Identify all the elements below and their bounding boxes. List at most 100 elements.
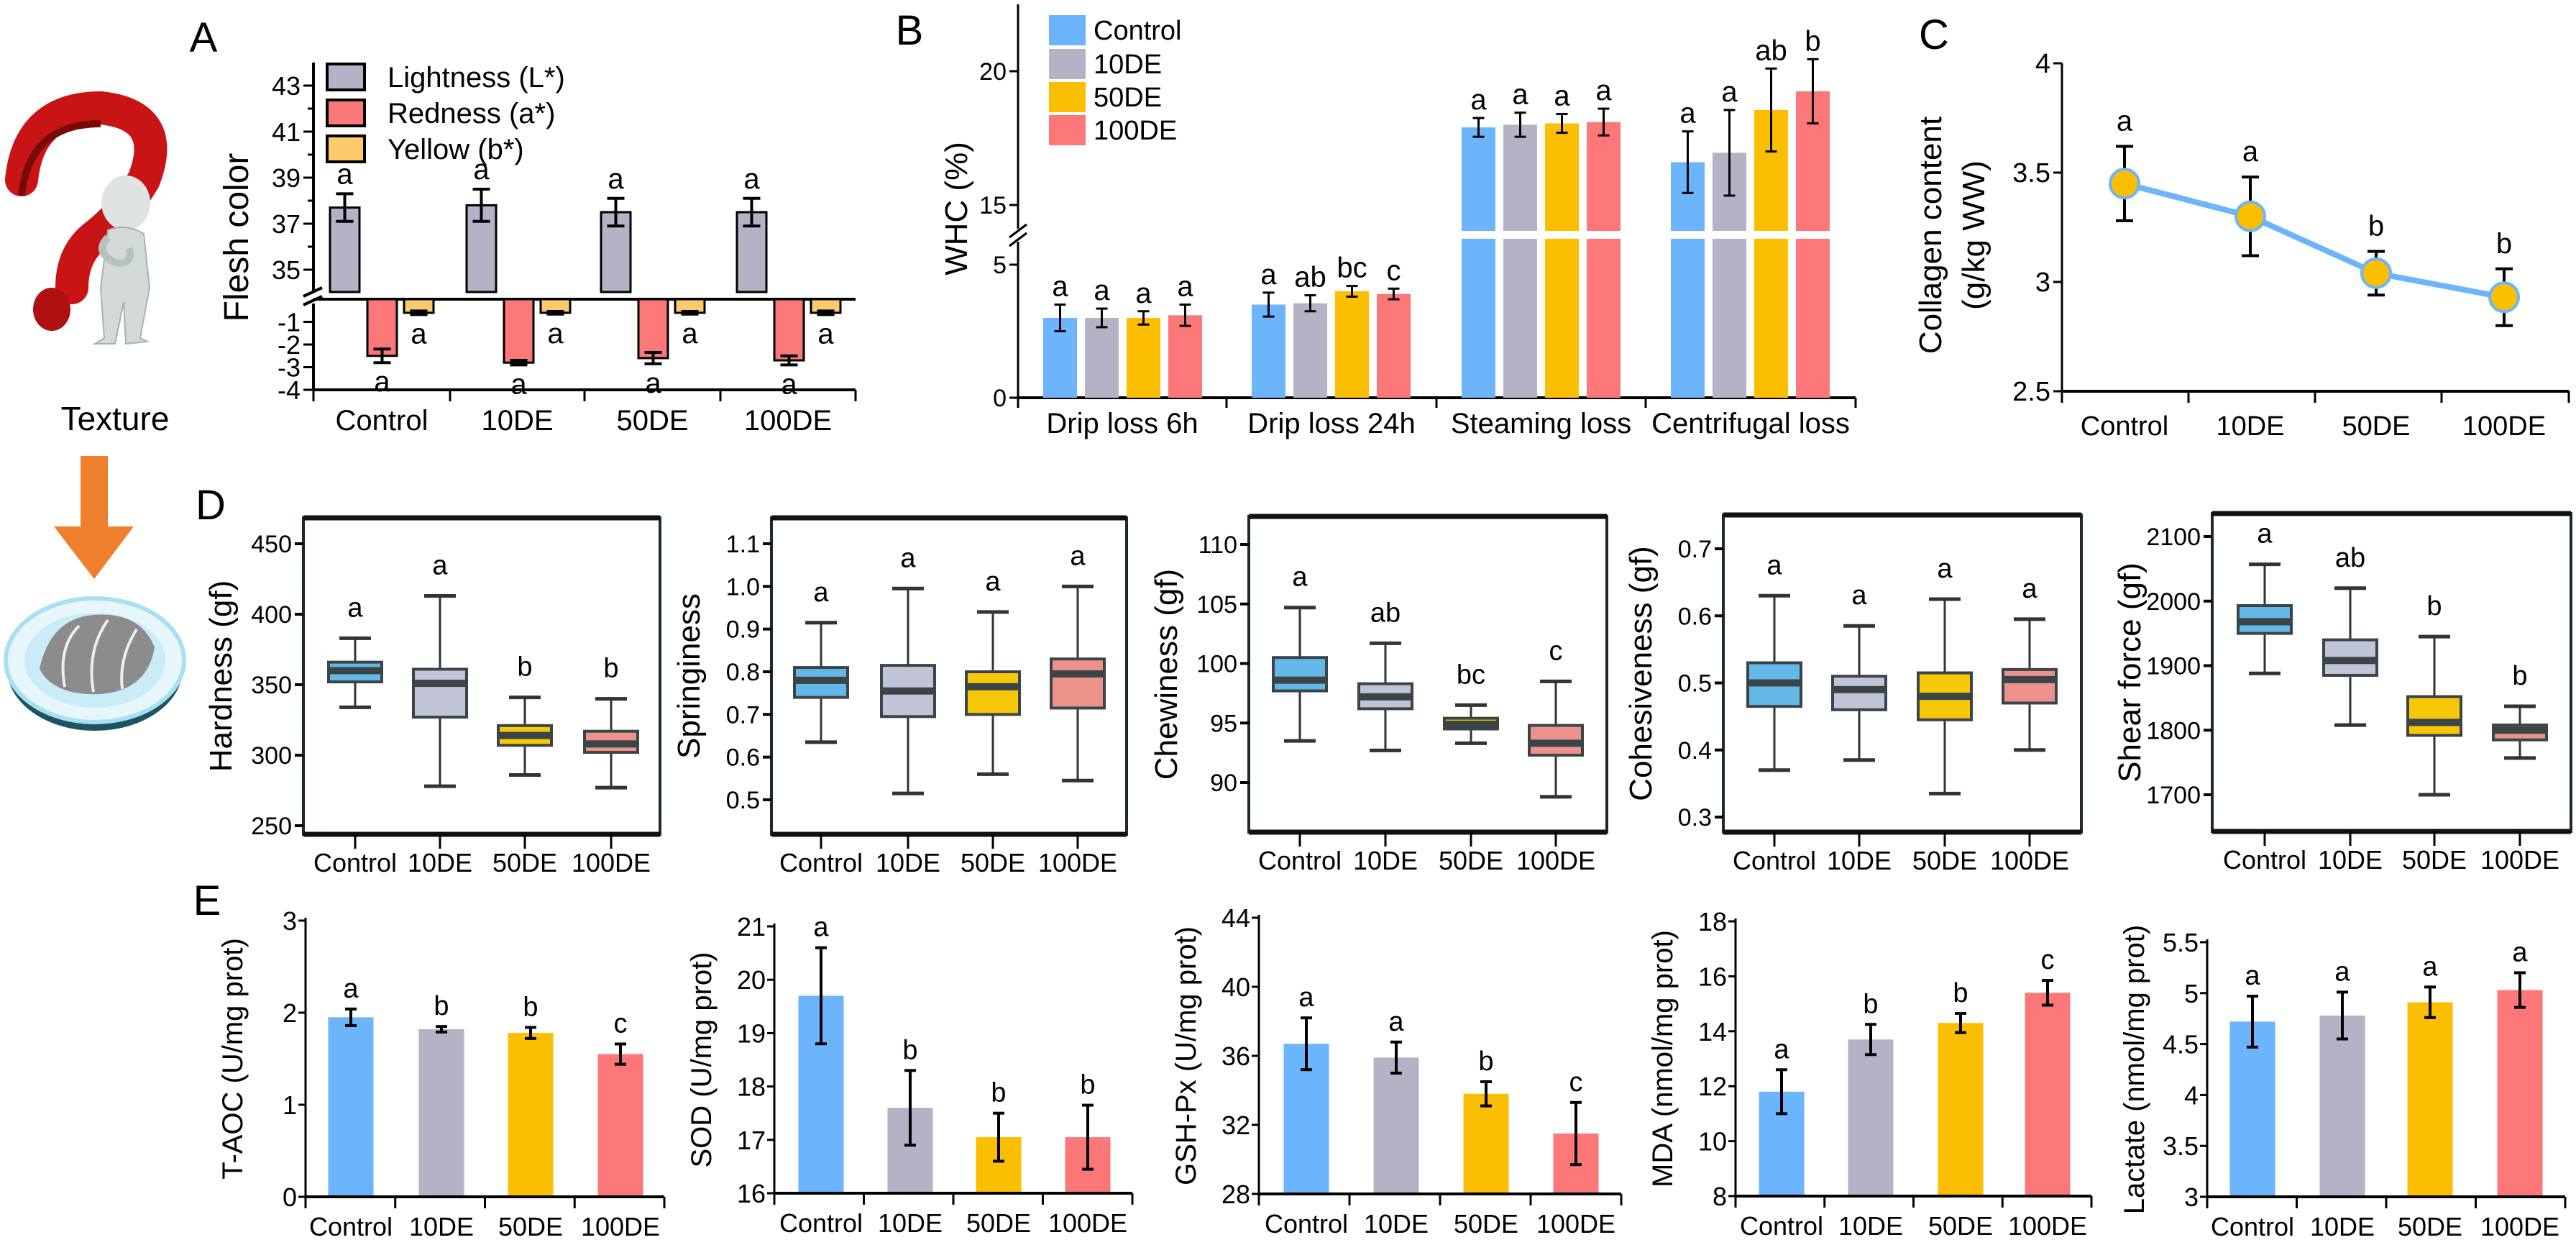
significance-letter: a (813, 578, 829, 608)
legend-label: 50DE (1094, 83, 1162, 113)
x-tick-label: 50DE (498, 1212, 563, 1241)
legend-label: 10DE (1094, 50, 1162, 80)
significance-letter: a (1260, 259, 1277, 291)
x-tick-label: Centrifugal loss (1651, 408, 1850, 439)
axis-break-mark (303, 295, 323, 306)
bar-1 (1503, 239, 1537, 398)
legend-swatch (326, 99, 366, 127)
significance-letter: b (902, 1035, 917, 1065)
down-arrow-icon (54, 456, 134, 579)
bar-Control (328, 1017, 374, 1195)
y-tick-label: 14 (1698, 1017, 1727, 1046)
median-line (1529, 739, 1582, 747)
y-tick-label: 2000 (2146, 588, 2201, 616)
x-tick-label: Control (2223, 845, 2306, 875)
panel-b-whc-chart: B 0 5 15 20 WHC (%) Drip loss 6h Drip loss 24h S… (896, 4, 1857, 439)
bar-1 (1503, 124, 1537, 231)
y-tick-label: 16 (1698, 962, 1727, 991)
error-bar (2042, 979, 2053, 1007)
error-bar (436, 1025, 447, 1034)
panel-e-bar-2: 16 17 18 19 20 21 SOD (U/mg prot) a Control b 10DE… (686, 912, 1134, 1238)
box-Control (1746, 593, 1802, 772)
box-10DE (1831, 624, 1887, 762)
bar-50DE (2407, 1002, 2453, 1195)
y-axis-title: Chewiness (gf) (1149, 569, 1184, 780)
bar-1 (637, 298, 669, 360)
y-axis-title: MDA (nmol/mg prot) (1647, 930, 1679, 1187)
median-line (329, 667, 382, 675)
error-bar (1723, 109, 1736, 197)
bar-50DE (1463, 1093, 1509, 1192)
y-tick-label: 17 (737, 1126, 766, 1155)
bar-0 (735, 211, 768, 293)
x-tick-label: 100DE (2480, 1212, 2559, 1241)
median-line (1359, 693, 1412, 701)
legend-swatch (326, 134, 366, 163)
x-tick-label: 50DE (961, 848, 1025, 877)
panel-e-bar-5: 3 3.5 4 4.5 5 5.5 Lactate (nmol/mg prot) a Contr… (2119, 925, 2567, 1241)
x-tick-label: 100DE (1516, 846, 1595, 875)
iqr-box (1050, 657, 1106, 710)
significance-letter: b (1863, 989, 1878, 1019)
legend-swatch (1049, 49, 1086, 79)
error-bar (1570, 1100, 1582, 1167)
bar-100DE (2025, 993, 2071, 1195)
significance-letter: ab (1294, 262, 1326, 293)
error-bar (1179, 304, 1191, 327)
bar-1 (773, 298, 805, 362)
question-mark-person-icon (5, 91, 168, 345)
error-bar (607, 196, 625, 228)
significance-letter: b (991, 1078, 1006, 1108)
error-bar (1388, 287, 1400, 301)
y-tick-label: 1.0 (726, 573, 760, 601)
x-tick-label: 100DE (2462, 411, 2546, 442)
error-bar (1054, 304, 1066, 332)
y-tick-label: 0.7 (726, 701, 760, 729)
error-bar (510, 359, 528, 367)
y-tick-label: 0.4 (1678, 737, 1712, 765)
y-axis-title: Flesh color (218, 153, 256, 322)
significance-letter: a (2022, 574, 2038, 604)
x-tick-label: Control (779, 1208, 863, 1238)
y-tick-label: 4 (2035, 49, 2050, 79)
x-tick-label: Control (336, 405, 428, 437)
y-tick-label: 4 (2184, 1080, 2199, 1110)
panel-label: E (193, 877, 221, 924)
x-tick-label: Control (309, 1212, 393, 1241)
legend-label: Redness (a*) (388, 98, 555, 129)
significance-letter: a (985, 567, 1001, 597)
y-tick-label: 0.3 (1678, 804, 1712, 831)
significance-letter: a (411, 318, 427, 350)
panel-c-collagen-chart: C 4 3.5 3 2.5 Collagen content (g/kg WW) Contro… (1913, 12, 2570, 442)
error-bar (615, 1042, 626, 1066)
bar-3 (1587, 122, 1621, 231)
x-tick-label: 10DE (409, 1212, 474, 1241)
x-tick-label: 10DE (1364, 1209, 1429, 1239)
fish-fillet-dish-icon (4, 596, 186, 731)
y-tick-label: 95 (1210, 710, 1237, 737)
error-bar (743, 196, 761, 228)
significance-letter: a (1052, 271, 1068, 303)
error-bar (1137, 310, 1150, 326)
y-tick-label: 0.5 (1678, 670, 1712, 698)
y-tick-label: 1700 (2146, 782, 2201, 809)
significance-letter: a (1292, 562, 1308, 593)
x-tick-label: Control (2081, 411, 2169, 442)
panel-label: B (896, 7, 924, 54)
significance-letter: c (614, 1009, 628, 1039)
box-100DE (583, 697, 639, 790)
significance-letter: c (1549, 636, 1563, 666)
texture-caption: Texture (61, 400, 170, 437)
significance-letter: bc (1457, 660, 1485, 690)
x-tick-label: 50DE (1912, 846, 1977, 875)
y-tick-label: 250 (251, 813, 292, 840)
y-tick-label: -1 (278, 308, 301, 337)
x-tick-label: 100DE (2008, 1211, 2087, 1241)
error-bar (817, 309, 835, 316)
significance-letter: a (1851, 580, 1867, 611)
box-50DE (1917, 597, 1973, 795)
significance-letter: a (1595, 75, 1612, 106)
significance-letter: a (817, 318, 834, 350)
median-line (2493, 726, 2547, 734)
error-bar (1865, 1023, 1876, 1057)
